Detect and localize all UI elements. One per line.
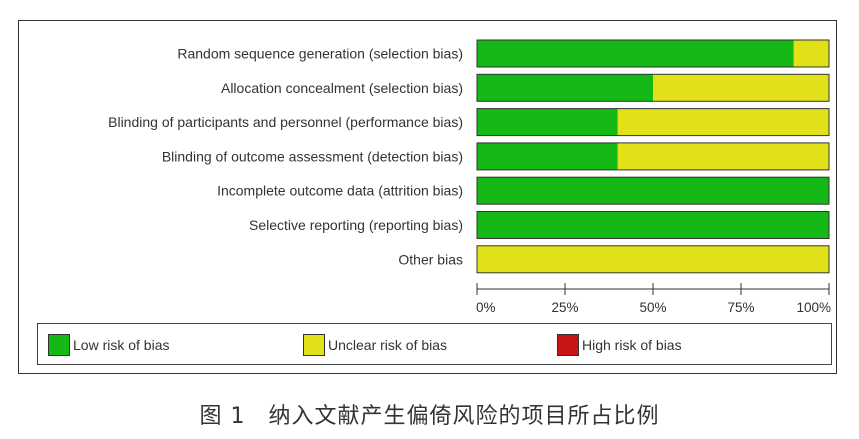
bar-low-risk-of-bias-4: [477, 177, 829, 205]
category-label-selective-reporting-reporting-bias: Selective reporting (reporting bias): [249, 217, 463, 233]
bar-low-risk-of-bias-1: [477, 74, 653, 102]
bar-unclear-risk-of-bias-6: [477, 245, 829, 273]
bar-unclear-risk-of-bias-1: [653, 74, 829, 102]
chart-frame: Random sequence generation (selection bi…: [18, 20, 837, 374]
x-tick-label-1: 25%: [551, 300, 578, 315]
legend: Low risk of bias Unclear risk of bias Hi…: [37, 323, 832, 365]
legend-label-unclear: Unclear risk of bias: [328, 337, 448, 353]
bar-outline-3: [476, 142, 830, 171]
bar-outline-2: [476, 108, 830, 137]
category-label-blinding-of-participants-and-personnel-performance-bias: Blinding of participants and personnel (…: [108, 114, 463, 130]
risk-of-bias-chart: Random sequence generation (selection bi…: [108, 39, 831, 315]
bar-low-risk-of-bias-5: [477, 211, 829, 239]
bar-outline-0: [476, 39, 830, 68]
x-tick-label-3: 75%: [727, 300, 754, 315]
bar-unclear-risk-of-bias-2: [617, 108, 829, 136]
category-label-random-sequence-generation-selection-bias: Random sequence generation (selection bi…: [177, 46, 463, 62]
x-axis: 0% 25% 50% 75% 100%: [476, 283, 831, 315]
category-label-allocation-concealment-selection-bias: Allocation concealment (selection bias): [221, 80, 463, 96]
category-label-blinding-of-outcome-assessment-detection-bias: Blinding of outcome assessment (detectio…: [162, 148, 463, 164]
bar-low-risk-of-bias-0: [477, 40, 794, 67]
x-tick-label-0: 0%: [476, 300, 496, 315]
bar-outline-5: [476, 211, 830, 239]
bar-unclear-risk-of-bias-3: [617, 142, 829, 170]
bar-outline-4: [476, 176, 830, 205]
legend-item-high: High risk of bias: [557, 333, 682, 357]
legend-label-high: High risk of bias: [582, 337, 682, 353]
bar-unclear-risk-of-bias-0: [793, 40, 829, 67]
bar-low-risk-of-bias-2: [477, 108, 618, 136]
legend-item-unclear: Unclear risk of bias: [303, 333, 447, 357]
x-tick-label-4: 100%: [796, 300, 831, 315]
legend-swatch-low: [48, 334, 70, 356]
figure-caption: 图 1 纳入文献产生偏倚风险的项目所占比例: [199, 404, 660, 429]
x-tick-label-2: 50%: [639, 300, 666, 315]
category-label-other-bias: Other bias: [398, 251, 463, 267]
category-labels: Random sequence generation (selection bi…: [108, 46, 463, 268]
bar-outline-6: [476, 245, 830, 274]
bar-low-risk-of-bias-3: [477, 142, 618, 170]
legend-swatch-unclear: [303, 334, 325, 356]
bar-outline-1: [476, 73, 830, 102]
legend-item-low: Low risk of bias: [48, 333, 169, 357]
legend-swatch-high: [557, 334, 579, 356]
category-label-incomplete-outcome-data-attrition-bias: Incomplete outcome data (attrition bias): [217, 183, 463, 199]
legend-label-low: Low risk of bias: [73, 337, 170, 353]
bars-layer: [476, 39, 830, 274]
